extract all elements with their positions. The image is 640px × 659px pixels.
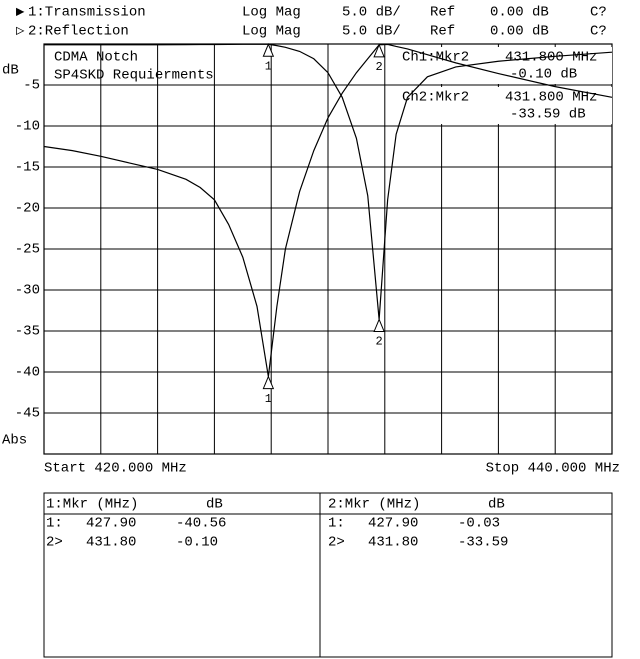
- channel-pointer: ▶: [16, 5, 25, 21]
- trace: [44, 43, 613, 320]
- table-cell: -40.56: [176, 516, 226, 532]
- channel-format: Log Mag: [242, 5, 301, 21]
- y-tick-label: -40: [15, 365, 40, 381]
- y-tick-label: -15: [15, 160, 40, 176]
- y-tick-label: -5: [23, 78, 40, 94]
- readout-bg: [398, 87, 612, 124]
- table-header: dB: [488, 497, 505, 513]
- channel-pointer: ▷: [16, 24, 25, 40]
- channel-format: Log Mag: [242, 24, 301, 40]
- trace: [43, 43, 613, 377]
- channel-cal: C?: [590, 24, 607, 40]
- y-axis-label: dB: [2, 63, 19, 79]
- annotation: CDMA Notch: [54, 50, 138, 66]
- table-header: dB: [206, 497, 223, 513]
- table-header: 2:Mkr (MHz): [328, 497, 420, 513]
- channel-name: 2:Reflection: [28, 24, 129, 40]
- y-tick-label: -25: [15, 242, 40, 258]
- table-cell: 2>: [328, 535, 345, 551]
- marker-readout: Ch2:Mkr2: [402, 90, 469, 106]
- y-tick-label: -30: [15, 283, 40, 299]
- table-cell: 431.80: [368, 535, 418, 551]
- channel-ref-value: 0.00 dB: [490, 5, 549, 21]
- marker-readout: -33.59 dB: [510, 107, 586, 123]
- channel-scale: 5.0 dB/: [342, 5, 401, 21]
- channel-name: 1:Transmission: [28, 5, 146, 21]
- table-cell: -0.03: [458, 516, 500, 532]
- marker-triangle: [373, 43, 385, 58]
- y-tick-label: -10: [15, 119, 40, 135]
- y-tick-label: -35: [15, 324, 40, 340]
- table-header: 1:Mkr (MHz): [46, 497, 138, 513]
- marker-triangle: [262, 42, 275, 57]
- marker-triangle: [262, 375, 275, 390]
- stop-label: Stop 440.000 MHz: [486, 461, 620, 477]
- channel-ref-value: 0.00 dB: [490, 24, 549, 40]
- channel-scale: 5.0 dB/: [342, 24, 401, 40]
- table-cell: 1:: [328, 516, 345, 532]
- marker-readout: 431.800 MHz: [505, 90, 597, 106]
- table-cell: 427.90: [86, 516, 136, 532]
- y-unit-label: Abs: [2, 433, 27, 449]
- table-cell: 431.80: [86, 535, 136, 551]
- marker-label: 1: [265, 59, 272, 73]
- table-cell: -0.10: [176, 535, 218, 551]
- marker-readout: -0.10 dB: [510, 67, 577, 83]
- marker-label: 2: [376, 60, 383, 74]
- y-tick-label: -20: [15, 201, 40, 217]
- channel-ref: Ref: [430, 24, 455, 40]
- channel-cal: C?: [590, 5, 607, 21]
- channel-ref: Ref: [430, 5, 455, 21]
- table-cell: 427.90: [368, 516, 418, 532]
- table-cell: 2>: [46, 535, 63, 551]
- marker-label: 2: [376, 335, 383, 349]
- table-cell: 1:: [46, 516, 63, 532]
- marker-table-frame: [43, 492, 613, 658]
- marker-label: 1: [265, 392, 272, 406]
- readout-bg: [398, 47, 612, 84]
- start-label: Start 420.000 MHz: [44, 461, 187, 477]
- table-cell: -33.59: [458, 535, 508, 551]
- marker-triangle: [373, 318, 385, 332]
- annotation: SP4SKD Requierments: [54, 68, 214, 84]
- marker-readout: 431.800 MHz: [505, 50, 597, 66]
- y-tick-label: -45: [15, 406, 40, 422]
